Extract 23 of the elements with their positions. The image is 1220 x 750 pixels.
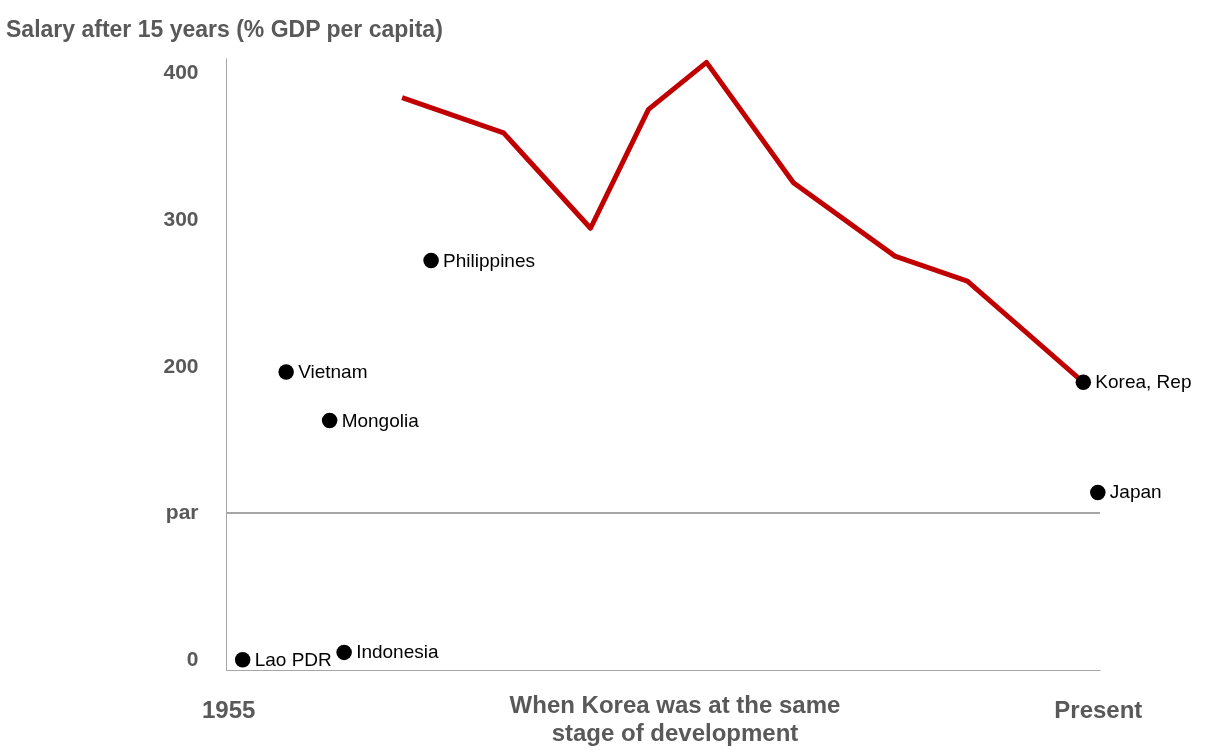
y-tick-label: 0 bbox=[186, 647, 199, 671]
annotation: Lao PDR bbox=[254, 648, 332, 670]
y-axis-title: Salary after 15 years (% GDP per capita) bbox=[6, 16, 443, 42]
x-axis-title: When Korea was at the same stage of development bbox=[509, 691, 841, 746]
point bbox=[336, 644, 352, 661]
y-tick-label: par bbox=[165, 500, 199, 524]
point bbox=[423, 252, 439, 269]
annotation: Korea, Rep bbox=[1095, 371, 1192, 393]
point bbox=[1075, 374, 1092, 391]
x-tick-label: Present bbox=[1054, 695, 1143, 723]
annotation: Philippines bbox=[443, 249, 535, 271]
annotation: Indonesia bbox=[356, 641, 439, 663]
point bbox=[321, 412, 338, 429]
text: Japan bbox=[1109, 481, 1162, 503]
y-tick-label: 400 bbox=[163, 60, 199, 84]
annotation: Vietnam bbox=[298, 361, 368, 383]
point bbox=[278, 364, 294, 380]
y-tick-label: 300 bbox=[163, 206, 199, 230]
x-tick-label: 1955 bbox=[201, 695, 256, 723]
point bbox=[234, 652, 251, 668]
point bbox=[1090, 484, 1106, 501]
y-tick-label: 200 bbox=[163, 353, 199, 377]
annotation: Mongolia bbox=[341, 409, 420, 431]
